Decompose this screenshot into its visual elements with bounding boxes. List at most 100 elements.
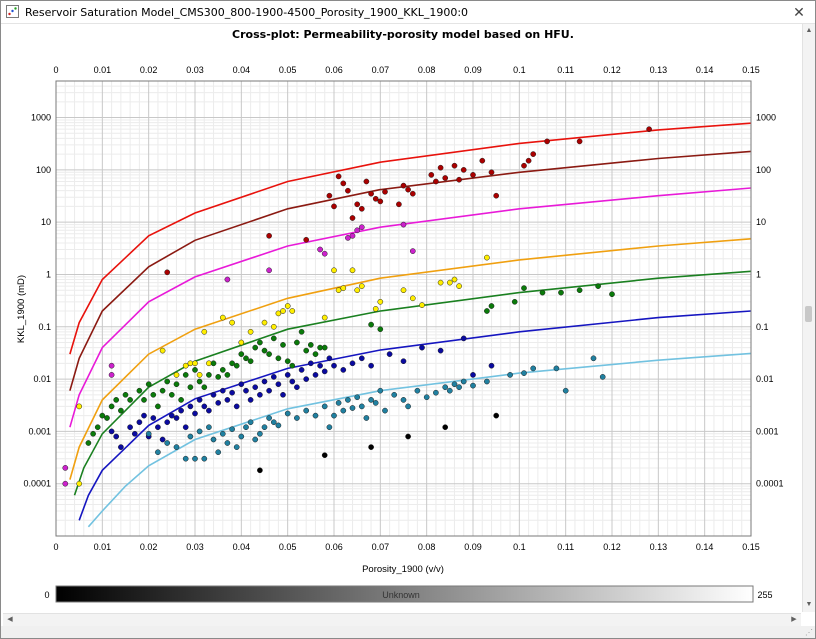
data-point-pointGreen bbox=[215, 374, 222, 380]
scroll-thumb[interactable] bbox=[805, 306, 812, 322]
x-tick-label: 0.07 bbox=[372, 542, 390, 552]
data-point-pointCyan bbox=[196, 428, 203, 435]
data-point-pointBlue bbox=[470, 372, 476, 378]
data-point-pointBlue bbox=[289, 378, 296, 385]
data-point-pointCyan bbox=[321, 403, 328, 410]
data-point-pointCyan bbox=[201, 455, 208, 462]
colorbar-min-label: 0 bbox=[44, 590, 49, 600]
data-point-pointYellow bbox=[349, 267, 356, 274]
x-tick-label-top: 0.09 bbox=[464, 65, 482, 75]
scroll-down-icon[interactable]: ▼ bbox=[805, 601, 813, 608]
data-point-pointGreen bbox=[173, 381, 180, 388]
data-point-pointCyan bbox=[275, 422, 282, 429]
y-tick-label: 0.01 bbox=[33, 374, 51, 384]
data-point-pointCyan bbox=[182, 455, 189, 462]
y-tick-label-right: 0.0001 bbox=[756, 479, 784, 489]
data-point-pointBlue bbox=[136, 419, 143, 426]
data-point-pointGreen bbox=[257, 339, 263, 346]
data-point-pointBlue bbox=[127, 424, 133, 431]
data-point-pointBlue bbox=[219, 387, 226, 394]
close-icon[interactable]: ✕ bbox=[793, 4, 805, 20]
y-tick-label: 0.001 bbox=[28, 426, 51, 436]
scroll-right-icon[interactable]: ▶ bbox=[791, 616, 797, 623]
data-point-pointCyan bbox=[266, 415, 272, 421]
x-tick-label: 0.11 bbox=[557, 542, 574, 552]
data-point-pointYellow bbox=[196, 372, 203, 378]
data-point-pointDarkRed bbox=[396, 201, 402, 208]
scroll-up-icon[interactable]: ▲ bbox=[805, 27, 813, 34]
data-point-pointGreen bbox=[219, 367, 226, 373]
data-point-pointCyan bbox=[590, 355, 597, 362]
y-tick-label: 0.1 bbox=[38, 322, 51, 332]
data-point-pointYellow bbox=[340, 285, 347, 291]
data-point-pointCyan bbox=[192, 455, 198, 462]
data-point-pointBlue bbox=[340, 367, 347, 373]
data-point-pointYellow bbox=[331, 267, 337, 274]
x-tick-label: 0.01 bbox=[94, 542, 112, 552]
data-point-pointGreen bbox=[321, 344, 328, 351]
data-point-pointDarkRed bbox=[428, 172, 435, 178]
data-point-pointDarkRed bbox=[521, 162, 527, 169]
data-point-pointCyan bbox=[391, 391, 398, 398]
data-point-pointYellow bbox=[275, 310, 282, 317]
data-point-pointBlue bbox=[460, 335, 467, 342]
scroll-left-icon[interactable]: ◀ bbox=[7, 616, 13, 623]
hfu-curve-red bbox=[69, 122, 751, 355]
data-point-pointYellow bbox=[451, 276, 458, 283]
data-point-pointYellow bbox=[76, 480, 83, 487]
data-point-pointDarkRed bbox=[460, 167, 467, 173]
data-point-pointBlue bbox=[113, 433, 120, 440]
data-point-pointBlue bbox=[284, 372, 291, 378]
data-point-pointBlue bbox=[150, 415, 157, 421]
data-point-pointYellow bbox=[377, 298, 384, 305]
data-point-pointGreen bbox=[275, 355, 282, 362]
data-point-pointMagenta bbox=[62, 480, 69, 487]
data-point-pointDarkRed bbox=[335, 173, 342, 180]
data-point-pointGreen bbox=[104, 415, 110, 421]
data-point-pointYellow bbox=[400, 287, 407, 294]
data-point-pointCyan bbox=[243, 424, 249, 431]
data-point-pointBlue bbox=[419, 344, 425, 351]
data-point-pointCyan bbox=[423, 394, 430, 401]
data-point-pointCyan bbox=[257, 430, 263, 437]
data-point-pointBlue bbox=[141, 412, 147, 419]
data-point-pointGreen bbox=[85, 440, 92, 446]
data-point-pointCyan bbox=[521, 370, 527, 376]
data-point-pointGreen bbox=[377, 326, 384, 333]
data-point-pointDarkRed bbox=[470, 172, 476, 178]
x-tick-label-top: 0.14 bbox=[696, 65, 714, 75]
data-point-pointBlue bbox=[108, 428, 115, 435]
hfu-curve-lightblue bbox=[87, 352, 751, 528]
data-point-pointYellow bbox=[446, 279, 453, 286]
data-point-pointBlue bbox=[229, 389, 235, 396]
colorbar bbox=[55, 585, 754, 603]
data-point-pointBlue bbox=[247, 397, 254, 403]
data-point-pointDarkRed bbox=[525, 157, 532, 164]
data-point-pointYellow bbox=[261, 319, 268, 326]
data-point-pointGreen bbox=[289, 362, 296, 369]
data-point-pointMagenta bbox=[62, 465, 69, 471]
data-point-pointCyan bbox=[451, 381, 458, 388]
x-tick-label-top: 0.12 bbox=[603, 65, 621, 75]
data-point-pointCyan bbox=[335, 400, 342, 406]
data-point-pointGreen bbox=[521, 285, 527, 291]
data-point-pointDarkRed bbox=[530, 151, 537, 157]
data-point-pointGreen bbox=[99, 412, 106, 419]
data-point-pointGreen bbox=[576, 287, 583, 294]
data-point-pointMagenta bbox=[345, 235, 351, 241]
data-point-pointBlue bbox=[331, 362, 337, 369]
data-point-pointYellow bbox=[247, 328, 254, 335]
vertical-scrollbar[interactable]: ▲ ▼ bbox=[802, 24, 815, 612]
data-point-pointBlue bbox=[280, 391, 286, 398]
data-point-pointBlue bbox=[252, 384, 259, 391]
data-point-pointGreen bbox=[94, 424, 101, 431]
data-point-pointBlue bbox=[173, 415, 180, 421]
data-point-pointCyan bbox=[224, 440, 231, 446]
title-bar[interactable]: Reservoir Saturation Model_CMS300_800-19… bbox=[1, 1, 815, 24]
horizontal-scrollbar[interactable]: ◀ ▶ bbox=[3, 613, 801, 626]
resize-grip-icon[interactable]: ⋰ bbox=[805, 628, 813, 637]
data-point-pointBlue bbox=[210, 391, 217, 398]
x-tick-label: 0.12 bbox=[603, 542, 621, 552]
data-point-pointCyan bbox=[484, 378, 490, 385]
data-point-pointDarkRed bbox=[576, 138, 583, 145]
